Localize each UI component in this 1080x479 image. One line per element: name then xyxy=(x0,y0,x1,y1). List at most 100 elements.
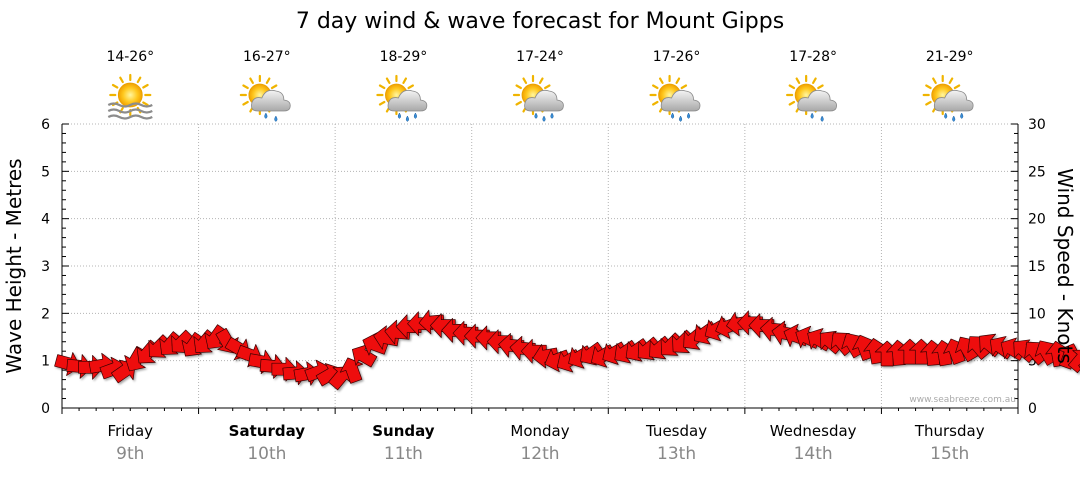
cloud xyxy=(797,89,837,112)
rain-drop xyxy=(550,112,554,119)
day-temperature: 16-27° xyxy=(243,49,291,65)
y-left-tick-label: 2 xyxy=(41,306,50,322)
sun-cloud-rain-icon xyxy=(512,74,564,122)
sun-cloud-rain-icon xyxy=(376,74,428,122)
y-left-tick-label: 1 xyxy=(41,354,50,370)
cloud xyxy=(933,89,974,112)
sun-ray xyxy=(111,83,119,89)
sun-ray xyxy=(515,84,522,90)
sun-cloud-drizzle-icon xyxy=(786,74,837,122)
y-left-tick-label: 6 xyxy=(41,117,50,133)
day-temperature: 18-29° xyxy=(380,49,428,65)
sun-ray xyxy=(265,77,271,84)
day-column: 17-26° Tuesday 13th xyxy=(645,49,707,464)
rain-drop xyxy=(274,115,278,122)
day-date: 14th xyxy=(794,444,833,464)
rain-drop xyxy=(960,112,964,119)
sun-ray xyxy=(788,100,796,106)
y-right-tick-label: 25 xyxy=(1028,164,1046,180)
sun-ray xyxy=(680,84,688,90)
day-column: 16-27° Saturday 10th xyxy=(229,49,306,464)
day-date: 15th xyxy=(930,444,969,464)
haze-line xyxy=(107,108,153,114)
day-name: Friday xyxy=(108,422,154,440)
sun-cloud-rain-icon xyxy=(922,74,974,122)
rain-drop xyxy=(944,112,948,119)
day-column: 17-24° Monday 12th xyxy=(510,49,569,464)
sun-disc xyxy=(117,82,143,108)
day-temperature: 21-29° xyxy=(926,49,974,65)
rain-drop xyxy=(397,112,401,119)
y-right-tick-label: 30 xyxy=(1028,117,1046,133)
sun-ray xyxy=(658,77,664,84)
y-left-tick-label: 3 xyxy=(41,259,50,275)
day-temperature: 17-28° xyxy=(789,49,837,65)
sun-ray xyxy=(385,77,391,84)
y-left-tick-label: 0 xyxy=(41,401,50,417)
rain-drop xyxy=(413,112,417,119)
day-column: 21-29° Thursday 15th xyxy=(914,49,985,464)
rain-drop xyxy=(534,112,538,119)
chart-title: 7 day wind & wave forecast for Mount Gip… xyxy=(296,9,784,34)
y-axis-right-title: Wind Speed - Knots xyxy=(1053,168,1077,364)
cloud xyxy=(660,89,701,112)
sun-ray xyxy=(932,77,937,84)
sun-ray xyxy=(378,84,386,90)
haze-line xyxy=(107,102,153,108)
sun-ray xyxy=(544,84,551,90)
cloud xyxy=(251,89,291,112)
rain-drop xyxy=(952,115,956,122)
y-right-tick-label: 5 xyxy=(1028,354,1037,370)
rain-drop xyxy=(542,115,546,122)
wind-arrows xyxy=(54,309,1080,391)
y-axis-left-title: Wave Height - Metres xyxy=(2,158,26,373)
sun-ray xyxy=(270,84,278,90)
rain-drop xyxy=(810,112,814,119)
day-name: Monday xyxy=(510,422,569,440)
sun-ray xyxy=(378,100,386,106)
sun-cloud-drizzle-icon xyxy=(239,74,291,122)
day-column: 18-29° Sunday 11th xyxy=(372,49,435,464)
sun-ray xyxy=(652,100,659,106)
cloud xyxy=(524,89,564,112)
sun-ray xyxy=(652,84,659,90)
sun-ray xyxy=(948,77,954,84)
sun-ray xyxy=(242,100,249,106)
y-right-tick-label: 0 xyxy=(1028,401,1037,417)
day-name: Sunday xyxy=(372,422,435,440)
day-columns: 14-26° Friday 9th 16-27° Saturday 10th 18-29° S… xyxy=(106,49,984,464)
y-right-tick-label: 10 xyxy=(1028,306,1046,322)
sun-ray xyxy=(538,77,544,84)
grid xyxy=(62,123,1018,408)
sun-ray xyxy=(925,84,932,90)
day-name: Wednesday xyxy=(770,422,857,440)
rain-drop xyxy=(671,112,675,119)
y-left-tick-label: 4 xyxy=(41,212,50,228)
sun-ray xyxy=(407,84,414,90)
sun-ray xyxy=(142,101,149,107)
day-column: 14-26° Friday 9th xyxy=(106,49,154,464)
sun-ray xyxy=(515,100,522,106)
rain-drop xyxy=(687,112,691,119)
wind-arrow xyxy=(351,344,378,368)
sun-ray xyxy=(119,76,124,84)
day-date: 13th xyxy=(657,444,696,464)
rain-drop xyxy=(820,115,824,122)
haze-line xyxy=(107,114,153,120)
y-left-tick-label: 5 xyxy=(41,164,50,180)
sun-cloud-rain-icon xyxy=(649,74,701,122)
sun-ray xyxy=(242,84,249,90)
sun-ray xyxy=(136,76,142,84)
credit-text: www.seabreeze.com.au xyxy=(909,395,1016,405)
axes: 0 1 2 3 4 5 6 0 5 10 15 20 25 30 xyxy=(41,117,1046,417)
sun-ray xyxy=(795,77,801,84)
sun-ray xyxy=(788,84,796,90)
y-right-tick-label: 15 xyxy=(1028,259,1046,275)
cloud xyxy=(387,89,428,112)
day-name: Tuesday xyxy=(645,422,707,440)
day-date: 12th xyxy=(520,444,559,464)
sun-ray xyxy=(812,77,817,84)
day-date: 11th xyxy=(384,444,423,464)
